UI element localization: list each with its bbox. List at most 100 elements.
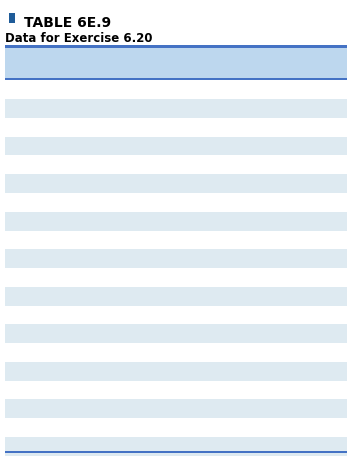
Text: 139.0: 139.0 [108, 330, 134, 339]
Text: 130.5: 130.5 [151, 404, 177, 414]
Text: 127.1: 127.1 [193, 236, 220, 245]
Text: $x_{4}$: $x_{4}$ [199, 56, 213, 69]
Text: 138.3: 138.3 [108, 442, 134, 451]
Text: 116.5: 116.5 [108, 142, 134, 151]
Text: 117.4: 117.4 [236, 123, 263, 133]
Text: 144.8: 144.8 [65, 442, 91, 451]
Text: 117.1: 117.1 [151, 161, 177, 170]
Text: 165.1: 165.1 [236, 292, 263, 301]
Text: 19: 19 [25, 423, 37, 432]
Text: 8: 8 [28, 217, 34, 226]
Text: 129.7: 129.7 [65, 404, 91, 414]
Text: 149.1: 149.1 [151, 255, 177, 263]
Text: 38.3: 38.3 [320, 423, 341, 432]
Text: 30.0: 30.0 [320, 142, 341, 151]
Text: 149.5: 149.5 [151, 311, 177, 320]
Text: 54.8: 54.8 [320, 348, 341, 357]
Text: 125.9: 125.9 [65, 386, 91, 395]
Text: 135.0: 135.0 [65, 255, 91, 263]
Text: 110.8: 110.8 [108, 86, 134, 95]
Text: $\bar{x}$: $\bar{x}$ [287, 56, 297, 69]
Text: 20: 20 [25, 442, 37, 451]
Text: Data for Exercise 6.20: Data for Exercise 6.20 [5, 32, 153, 45]
Text: TABLE 6E.9: TABLE 6E.9 [24, 16, 111, 30]
Text: 16: 16 [25, 367, 37, 376]
Text: 138.7: 138.7 [151, 86, 177, 95]
Text: 4: 4 [28, 142, 34, 151]
Text: 130.4: 130.4 [151, 292, 177, 301]
Text: $x_{2}$: $x_{2}$ [114, 56, 128, 69]
Text: 121.5: 121.5 [151, 386, 177, 395]
Text: 126.2: 126.2 [108, 236, 134, 245]
Text: 120.4: 120.4 [65, 198, 91, 207]
Text: 117.3: 117.3 [236, 367, 263, 376]
Text: 133.6: 133.6 [279, 255, 305, 263]
Text: 2: 2 [28, 105, 34, 114]
Text: 135.3: 135.3 [108, 386, 134, 395]
Text: 148.4: 148.4 [193, 423, 220, 432]
Text: 15: 15 [25, 348, 37, 357]
Text: 142.1: 142.1 [108, 105, 134, 114]
Text: 143.5: 143.5 [279, 236, 305, 245]
Text: 135.0: 135.0 [151, 180, 177, 189]
Text: 7: 7 [28, 198, 34, 207]
Text: 11: 11 [25, 274, 37, 282]
Text: 118.5: 118.5 [65, 142, 91, 151]
Text: 160.2: 160.2 [108, 292, 134, 301]
Text: 6: 6 [28, 180, 34, 189]
Text: 142.4: 142.4 [193, 161, 220, 170]
Text: 161.6: 161.6 [151, 423, 177, 432]
Text: 124.5: 124.5 [279, 105, 305, 114]
Text: 127.6: 127.6 [279, 367, 305, 376]
Text: 125.4: 125.4 [236, 86, 263, 95]
Text: 138.3: 138.3 [193, 255, 220, 263]
Text: 110.5: 110.5 [236, 274, 263, 282]
Text: 126.1: 126.1 [279, 180, 305, 189]
Text: 33.7: 33.7 [320, 255, 341, 263]
Text: 138.1: 138.1 [279, 330, 305, 339]
Text: 129.6: 129.6 [279, 123, 305, 133]
Text: 42.9: 42.9 [320, 386, 341, 395]
Text: 150.9: 150.9 [236, 161, 263, 170]
Text: 132.7: 132.7 [65, 217, 91, 226]
Text: 119.3: 119.3 [236, 198, 263, 207]
Text: 113.8: 113.8 [193, 348, 220, 357]
Text: 122.6: 122.6 [193, 142, 220, 151]
Text: 109.0: 109.0 [193, 404, 220, 414]
Text: 92.3: 92.3 [239, 105, 260, 114]
Text: 114.6: 114.6 [108, 348, 134, 357]
Text: 9.2: 9.2 [323, 330, 338, 339]
Text: 14: 14 [25, 330, 37, 339]
Text: 131.9: 131.9 [151, 330, 177, 339]
Text: 53.2: 53.2 [320, 404, 341, 414]
Text: 84.3: 84.3 [111, 198, 131, 207]
Text: 105.1: 105.1 [236, 217, 263, 226]
Text: 143.7: 143.7 [193, 274, 220, 282]
Text: 130.4: 130.4 [236, 255, 263, 263]
Text: 135.6: 135.6 [108, 123, 134, 133]
Text: 123.4: 123.4 [279, 404, 305, 414]
Text: 101.8: 101.8 [108, 311, 134, 320]
Text: 147.5: 147.5 [279, 423, 305, 432]
Text: 113.3: 113.3 [193, 311, 220, 320]
Text: 46.9: 46.9 [320, 236, 341, 245]
Text: $x_{1}$: $x_{1}$ [71, 56, 85, 69]
Text: 46.0: 46.0 [320, 217, 341, 226]
Text: 5: 5 [28, 161, 34, 170]
Text: 149.3: 149.3 [65, 105, 91, 114]
Text: 105.0: 105.0 [236, 386, 263, 395]
Text: 140.2: 140.2 [193, 330, 220, 339]
Text: 151.1: 151.1 [108, 217, 134, 226]
Text: 117.6: 117.6 [279, 142, 305, 151]
Text: 111.0: 111.0 [279, 198, 305, 207]
Text: 39.8: 39.8 [320, 292, 341, 301]
Text: 136.4: 136.4 [65, 236, 91, 245]
Text: 123.4: 123.4 [65, 423, 91, 432]
Text: 145.2: 145.2 [65, 367, 91, 376]
Text: 151.8: 151.8 [236, 311, 263, 320]
Text: 101.0: 101.0 [108, 367, 134, 376]
Text: 100.2: 100.2 [236, 142, 263, 151]
Text: 147.9: 147.9 [193, 386, 220, 395]
Text: 150.0: 150.0 [108, 423, 134, 432]
Text: 112.0: 112.0 [108, 180, 134, 189]
